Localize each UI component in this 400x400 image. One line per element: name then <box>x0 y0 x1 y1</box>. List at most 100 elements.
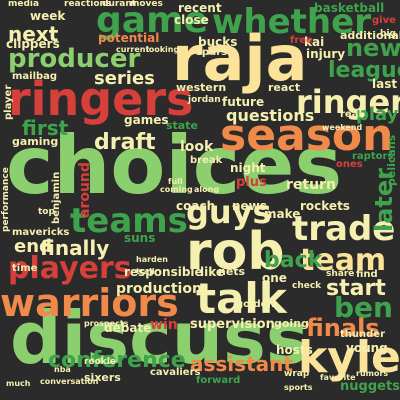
word-rookie: rookie <box>84 357 116 367</box>
word-sports: sports <box>284 383 313 392</box>
word-favorite: favorite <box>320 373 356 382</box>
word-give: give <box>372 15 396 26</box>
word-find: find <box>356 269 378 280</box>
word-rumors: rumors <box>356 369 389 378</box>
word-hosts: hosts <box>276 343 313 357</box>
word-like: like <box>200 265 225 279</box>
word-look: look <box>180 139 214 155</box>
word-debate: debate <box>104 321 152 335</box>
word-bucks: bucks <box>198 35 238 49</box>
word-week: week <box>30 9 66 23</box>
word-harden: harden <box>136 255 168 264</box>
word-series: series <box>94 68 155 89</box>
word-current: current <box>116 45 150 54</box>
word-around: around <box>77 162 93 218</box>
word-coach: coach <box>176 199 216 213</box>
word-check: check <box>292 281 322 291</box>
word-react: react <box>268 81 301 94</box>
word-ringers: ringers <box>8 72 194 126</box>
word-along: along <box>194 185 220 194</box>
word-thunder: thunder <box>340 329 386 340</box>
word-next: next <box>8 22 59 46</box>
word-reactions: reactions <box>64 0 112 9</box>
word-time: time <box>12 263 38 274</box>
word-kyle: kyle <box>298 332 400 383</box>
word-performance: performance <box>1 167 11 232</box>
word-nuggets: nuggets <box>340 379 400 394</box>
word-ringer: ringer <box>296 83 400 121</box>
word-recent: recent <box>178 1 222 15</box>
word-prospects: prospects <box>84 319 129 328</box>
word-conference: conference <box>48 348 186 373</box>
word-golden: golden <box>236 299 275 310</box>
word-injury: injury <box>306 47 346 61</box>
word-producer: producer <box>8 44 141 74</box>
word-league: league <box>328 58 400 83</box>
word-full: full <box>168 177 183 186</box>
word-wrap: wrap <box>284 369 310 379</box>
word-games: games <box>124 113 169 127</box>
word-draft: draft <box>94 130 156 155</box>
word-start: start <box>326 276 386 301</box>
word-team: team <box>300 243 387 278</box>
word-share: share <box>326 269 355 279</box>
word-kai: kai <box>304 35 325 49</box>
word-much: much <box>6 379 31 388</box>
word-media: media <box>8 0 40 9</box>
word-news: news <box>232 199 267 213</box>
word-additional: additional <box>340 29 400 42</box>
word-suns: suns <box>124 231 156 245</box>
word-ones: ones <box>336 159 363 170</box>
word-finally: finally <box>40 236 110 260</box>
word-guys: guys <box>186 193 272 231</box>
word-player: player <box>3 84 14 120</box>
word-play: play <box>356 104 399 125</box>
word-coming: coming <box>160 185 193 194</box>
word-sixers: sixers <box>84 371 121 384</box>
word-young: young <box>346 341 388 355</box>
word-close: close <box>174 13 209 27</box>
word-forward: forward <box>196 375 241 386</box>
word-teams: teams <box>70 201 188 241</box>
word-season: season <box>220 110 394 161</box>
word-going: going <box>274 317 309 330</box>
word-state: state <box>166 119 198 132</box>
word-assistant: assistant <box>190 352 293 376</box>
word-big: big <box>380 29 396 39</box>
word-new: new <box>346 34 400 62</box>
word-nets: nets <box>218 265 246 278</box>
word-players: players <box>8 251 132 286</box>
word-weekend: weekend <box>322 123 363 132</box>
word-questions: questions <box>226 106 315 125</box>
word-win: win <box>150 317 178 333</box>
word-jordan: jordan <box>188 95 221 105</box>
word-end: end <box>14 236 52 257</box>
word-top: top <box>38 207 55 217</box>
word-durant: durant <box>102 0 137 9</box>
word-raptors: raptors <box>352 151 394 162</box>
word-finals: finals <box>306 314 380 342</box>
word-responsible: responsible <box>124 265 203 279</box>
word-cavaliers: cavaliers <box>150 367 201 378</box>
word-break: break <box>190 155 223 166</box>
word-make: make <box>264 207 301 221</box>
word-production: production <box>116 281 202 297</box>
word-whether: whether <box>212 2 371 42</box>
word-choices: choices <box>6 119 343 212</box>
word-talk: talk <box>196 274 287 323</box>
word-night: night <box>230 161 266 175</box>
word-mailbag: mailbag <box>12 71 58 82</box>
word-return: return <box>286 177 336 193</box>
word-plus: plus <box>236 175 267 190</box>
word-first: first <box>22 116 69 140</box>
word-raja: raja <box>172 22 308 95</box>
word-clippers: clippers <box>6 37 60 51</box>
word-gaming: gaming <box>12 135 59 148</box>
word-one: one <box>262 271 287 285</box>
word-future: future <box>222 95 265 109</box>
word-rob: rob <box>186 222 285 282</box>
word-real: real <box>340 109 362 120</box>
word-ben: ben <box>334 291 393 324</box>
word-conversation: conversation <box>40 377 99 386</box>
